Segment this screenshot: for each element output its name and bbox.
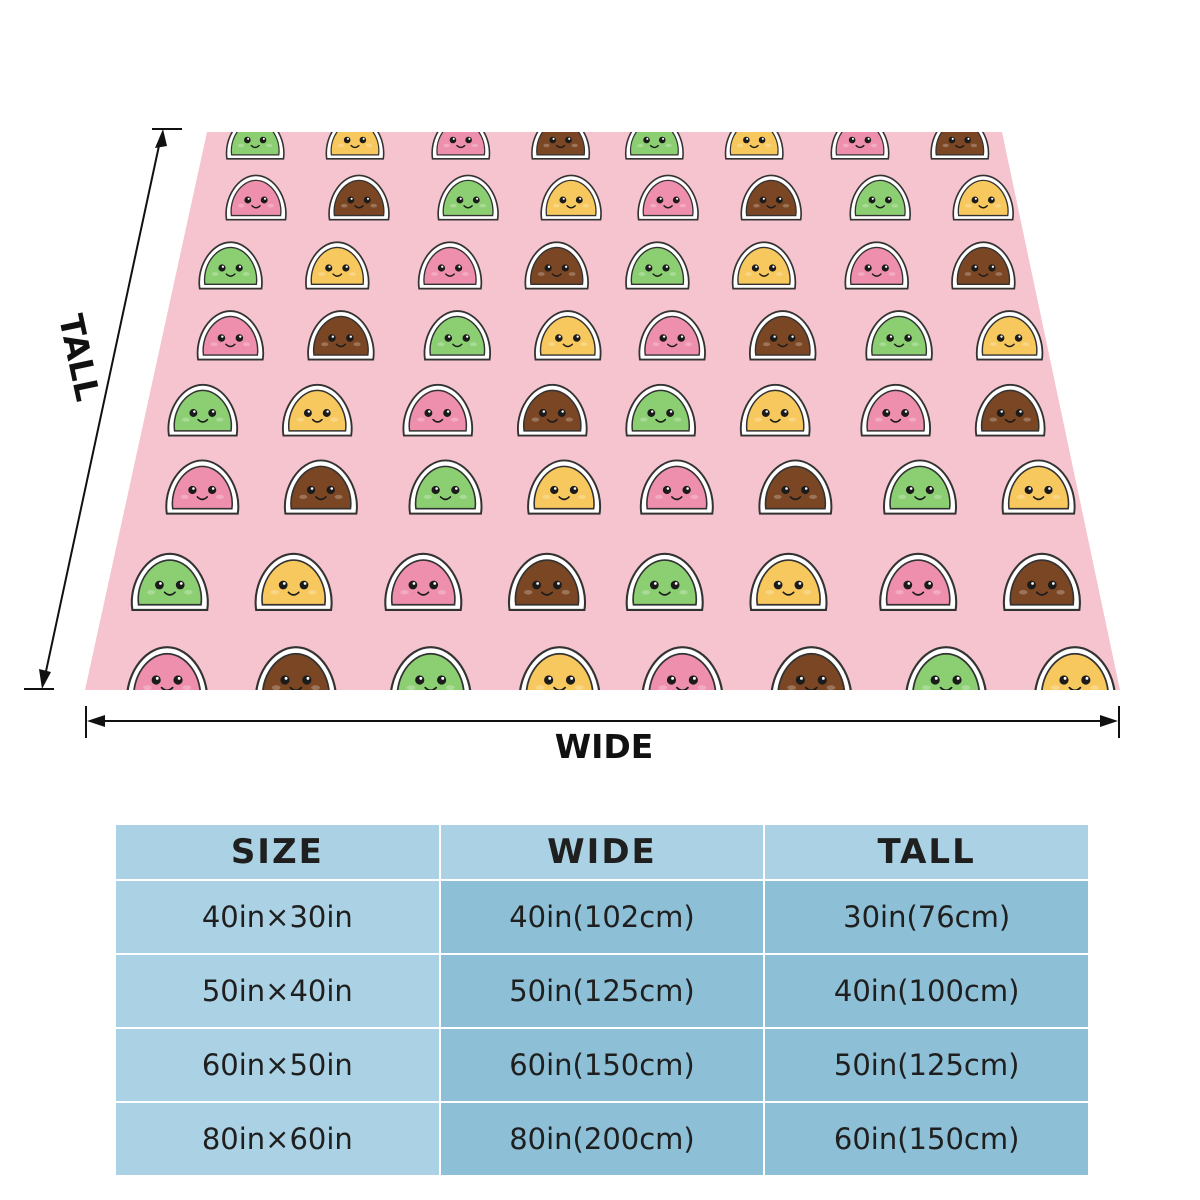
mochi-face — [879, 552, 958, 611]
mochi-face — [724, 132, 784, 160]
mochi-face — [305, 241, 370, 290]
mochi-face — [524, 241, 589, 290]
mochi-face — [281, 383, 353, 437]
mochi-face — [860, 383, 932, 437]
tall-cell: 40in(100cm) — [763, 953, 1090, 1029]
wide-cell: 60in(150cm) — [438, 1027, 766, 1103]
mochi-face — [951, 241, 1016, 290]
size-cell: 80in×60in — [114, 1101, 441, 1177]
mochi-face — [641, 646, 724, 690]
mochi-face — [328, 174, 390, 221]
table-row: 80in×60in 80in(200cm) 60in(150cm) — [114, 1101, 1090, 1177]
mochi-face — [624, 132, 684, 160]
mochi-face — [731, 241, 797, 290]
mochi-face — [518, 646, 601, 690]
mochi-face — [770, 646, 853, 690]
table-row: 50in×40in 50in(125cm) 40in(100cm) — [114, 953, 1090, 1029]
mochi-face — [540, 174, 602, 221]
mochi-face — [225, 174, 287, 221]
mochi-face — [527, 459, 602, 515]
mochi-pattern — [126, 132, 1116, 690]
mochi-face — [758, 459, 833, 515]
mochi-face — [196, 310, 265, 361]
tall-cell: 30in(76cm) — [763, 879, 1090, 955]
mochi-face — [638, 310, 706, 361]
mochi-face — [1033, 646, 1116, 690]
tall-label: TALL — [51, 311, 107, 405]
blanket-illustration: TALL WIDE — [24, 128, 1120, 766]
mochi-face — [198, 241, 263, 290]
mochi-face — [905, 646, 988, 690]
mochi-face — [637, 174, 699, 221]
mochi-face — [849, 174, 911, 221]
mochi-face — [625, 383, 697, 437]
mochi-face — [167, 383, 239, 437]
wide-cell: 40in(102cm) — [438, 879, 766, 955]
mochi-face — [740, 174, 802, 221]
size-cell: 40in×30in — [114, 879, 441, 955]
mochi-face — [283, 459, 358, 515]
mochi-face — [408, 459, 483, 515]
mochi-face — [254, 646, 337, 690]
mochi-face — [531, 132, 591, 160]
mochi-face — [639, 459, 714, 515]
mochi-face — [844, 241, 909, 290]
mochi-face — [749, 552, 828, 611]
mochi-face — [952, 174, 1014, 221]
mochi-face — [389, 646, 472, 690]
mochi-face — [417, 241, 483, 290]
table-row: 40in×30in 40in(102cm) 30in(76cm) — [114, 879, 1090, 955]
mochi-face — [865, 310, 933, 361]
table-row: 60in×50in 60in(150cm) 50in(125cm) — [114, 1027, 1090, 1103]
mochi-face — [384, 552, 463, 611]
mochi-face — [431, 132, 491, 160]
mochi-face — [225, 132, 285, 160]
mochi-face — [307, 310, 375, 361]
size-chart-table: SIZE WIDE TALL 40in×30in 40in(102cm) 30i… — [114, 823, 1090, 1177]
wide-cell: 50in(125cm) — [438, 953, 766, 1029]
mochi-face — [883, 459, 957, 515]
mochi-face — [748, 310, 817, 361]
wide-dimension-arrow — [85, 706, 1120, 738]
mochi-face — [625, 552, 704, 611]
mochi-face — [423, 310, 492, 361]
mochi-face — [130, 552, 209, 611]
mochi-face — [534, 310, 602, 361]
tall-cell: 50in(125cm) — [763, 1027, 1090, 1103]
mochi-face — [516, 383, 588, 437]
mochi-face — [402, 383, 474, 437]
tall-cell: 60in(150cm) — [763, 1101, 1090, 1177]
size-cell: 50in×40in — [114, 953, 441, 1029]
size-cell: 60in×50in — [114, 1027, 441, 1103]
mochi-face — [254, 552, 333, 611]
mochi-face — [165, 459, 240, 515]
mochi-face — [437, 174, 499, 221]
mochi-face — [507, 552, 587, 611]
mochi-face — [1002, 552, 1081, 611]
mochi-face — [975, 310, 1044, 361]
mochi-face — [126, 646, 209, 690]
wide-label: WIDE — [555, 727, 654, 766]
mochi-face — [830, 132, 890, 160]
header-tall: TALL — [763, 823, 1090, 881]
mochi-face — [930, 132, 990, 160]
wide-cell: 80in(200cm) — [438, 1101, 766, 1177]
tall-dimension-arrow — [24, 128, 182, 690]
header-size: SIZE — [114, 823, 441, 881]
mochi-face — [1001, 459, 1076, 515]
mochi-face — [625, 241, 690, 290]
mochi-face — [974, 383, 1046, 437]
size-table-header-row: SIZE WIDE TALL — [114, 823, 1090, 881]
mochi-face — [739, 383, 811, 437]
mochi-face — [325, 132, 385, 160]
header-wide: WIDE — [438, 823, 766, 881]
